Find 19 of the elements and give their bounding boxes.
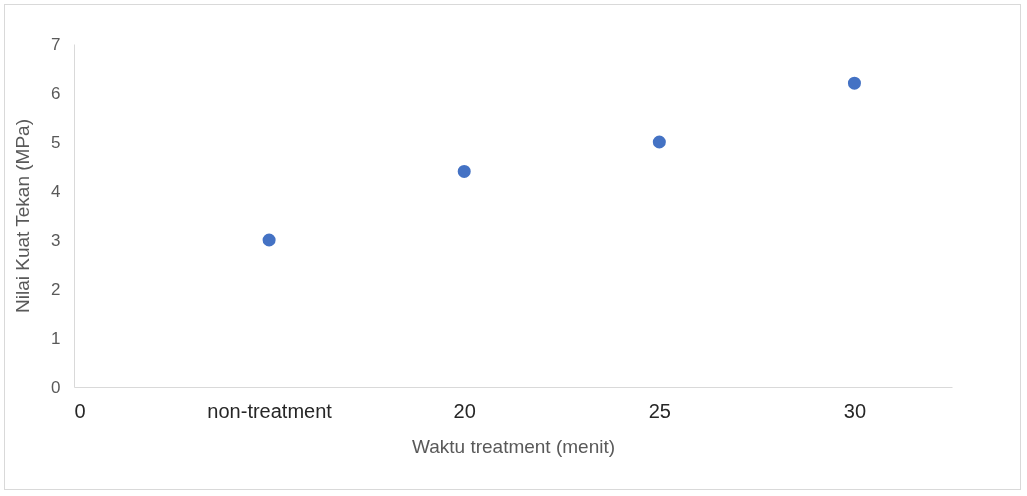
point [262, 233, 276, 247]
x-tick-label: non-treatment [207, 399, 333, 422]
point [847, 76, 861, 90]
x-tick-label: 20 [453, 399, 476, 422]
y-tick-label: 3 [51, 230, 61, 250]
y-tick-label: 2 [51, 279, 61, 299]
y-tick-label: 7 [51, 34, 61, 54]
y-tick-label: 5 [51, 132, 61, 152]
point [652, 135, 666, 149]
y-tick-label: 0 [51, 377, 61, 397]
y-tick-label: 4 [51, 181, 61, 201]
x-tick-label: 30 [843, 399, 867, 422]
x-tick-label: 25 [648, 399, 671, 422]
point [457, 164, 471, 178]
x-tick-label: 0 [74, 399, 86, 422]
x-axis-title: Waktu treatment (menit) [411, 435, 616, 457]
y-axis-title: Nilai Kuat Tekan (MPa) [12, 119, 34, 313]
y-tick-label: 1 [51, 328, 61, 348]
y-tick-label: 6 [51, 83, 61, 103]
